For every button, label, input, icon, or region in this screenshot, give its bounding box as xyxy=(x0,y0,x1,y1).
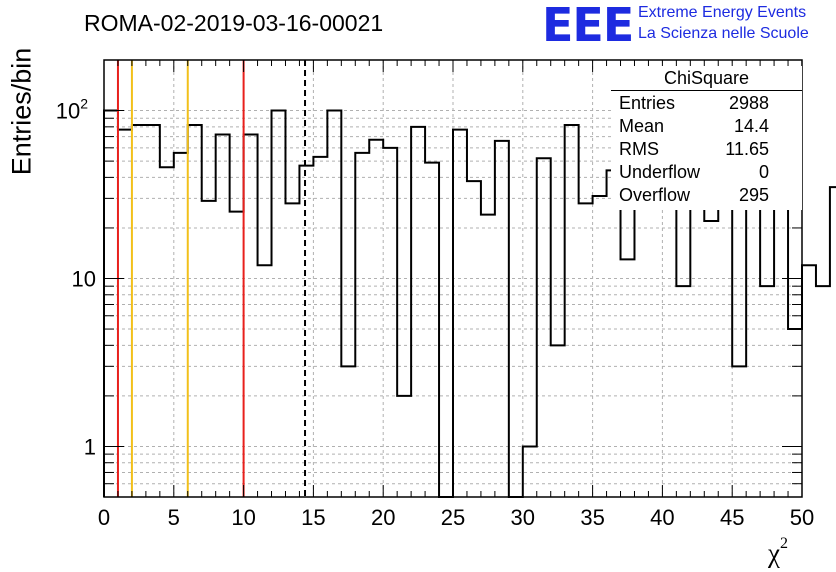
stats-value: 11.65 xyxy=(725,139,769,159)
histogram-step-line xyxy=(103,109,836,498)
x-tick-label: 40 xyxy=(650,505,674,530)
stats-box: ChiSquare Entries 2988 Mean 14.4 RMS 11.… xyxy=(611,66,802,210)
y-tick-label: 10 xyxy=(72,267,96,292)
x-tick-label: 5 xyxy=(168,505,180,530)
stats-value: 0 xyxy=(758,162,769,182)
x-tick-label: 30 xyxy=(511,505,535,530)
x-tick-label: 45 xyxy=(720,505,744,530)
stats-label: RMS xyxy=(619,139,659,159)
x-tick-label: 20 xyxy=(371,505,395,530)
x-tick-label: 50 xyxy=(790,505,814,530)
y-axis-label: Entries/bin xyxy=(6,47,37,176)
stats-value: 14.4 xyxy=(733,116,769,136)
histogram-series xyxy=(103,109,836,498)
stats-label: Underflow xyxy=(619,162,701,182)
stats-label: Entries xyxy=(619,93,676,113)
stats-value: 2988 xyxy=(728,93,769,113)
x-tick-label: 10 xyxy=(231,505,255,530)
x-tick-label: 0 xyxy=(98,505,110,530)
logo-subtitle-1: Extreme Energy Events xyxy=(638,4,807,21)
marker-lines xyxy=(116,60,307,497)
stats-divider xyxy=(611,90,802,91)
x-tick-label: 35 xyxy=(580,505,604,530)
axes: 0 5 10 15 20 25 30 35 40 45 50 1 10 102 xyxy=(56,59,814,530)
logo-subtitle-2: La Scienza nelle Scuole xyxy=(638,25,809,42)
stats-title: ChiSquare xyxy=(663,68,750,88)
x-tick-label: 15 xyxy=(301,505,325,530)
stats-value: 295 xyxy=(738,185,769,205)
x-axis-label: χ2 xyxy=(768,535,788,568)
x-tick-label: 25 xyxy=(441,505,465,530)
eee-logo: EEE xyxy=(542,0,634,52)
stats-label: Mean xyxy=(619,116,665,136)
plot-title: ROMA-02-2019-03-16-00021 xyxy=(84,10,384,36)
stats-label: Overflow xyxy=(619,185,691,205)
y-tick-label: 102 xyxy=(56,96,88,124)
y-tick-label: 1 xyxy=(84,434,96,459)
